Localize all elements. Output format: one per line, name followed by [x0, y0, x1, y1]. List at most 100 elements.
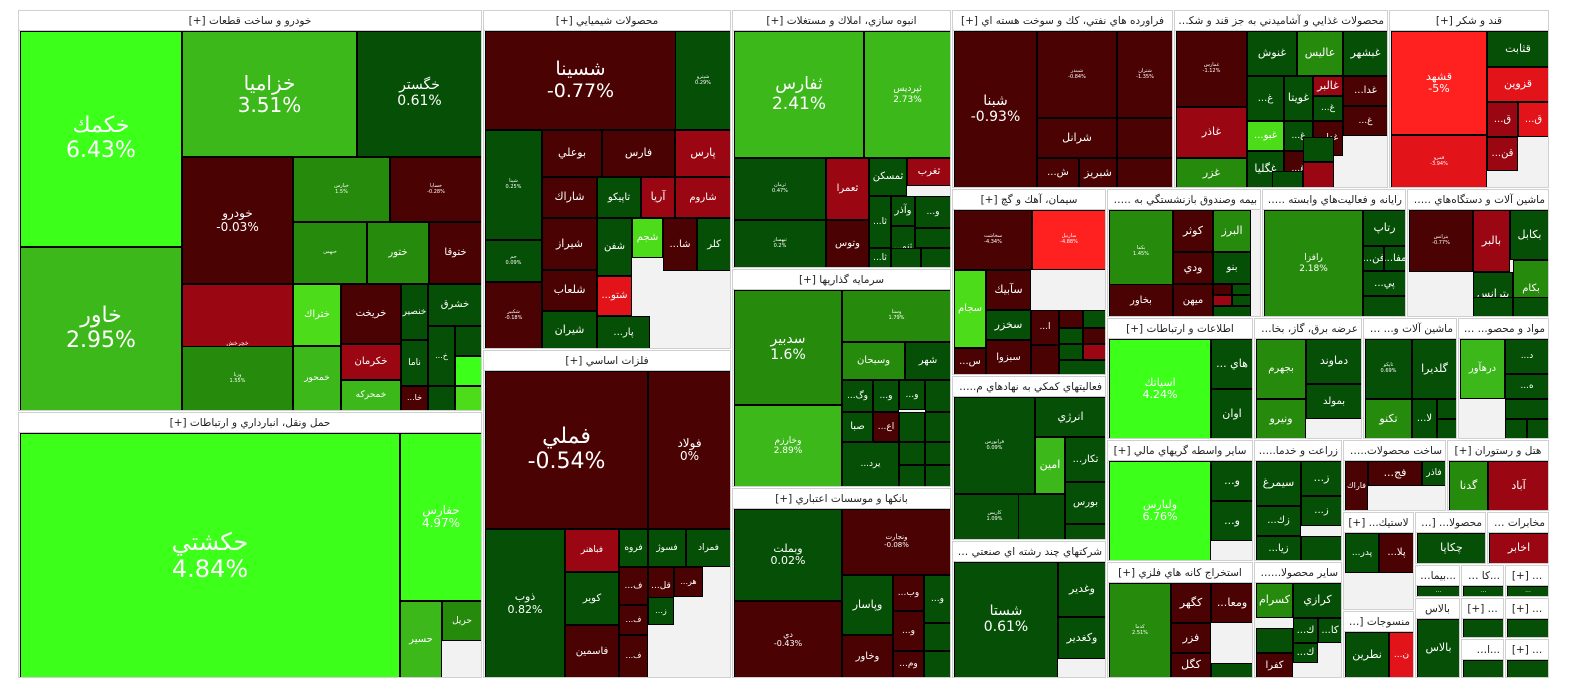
stock-tile[interactable]: بجهرم: [1256, 339, 1306, 399]
stock-tile-small[interactable]: [891, 248, 921, 267]
stock-tile[interactable]: اخابر: [1489, 533, 1548, 563]
stock-tile[interactable]: ...وب: [893, 575, 924, 611]
stock-tile[interactable]: شتران -1.35%: [1117, 31, 1172, 118]
stock-tile[interactable]: كسرام: [1256, 583, 1293, 618]
stock-tile-small[interactable]: [1303, 137, 1334, 162]
stock-tile[interactable]: بالبر: [1473, 210, 1510, 272]
stock-tile[interactable]: ختور: [367, 222, 429, 284]
stock-tile-small[interactable]: [1213, 306, 1251, 316]
stock-tile[interactable]: ونجارت -0.08%: [842, 509, 950, 575]
stock-tile-small[interactable]: [1505, 399, 1548, 419]
stock-tile[interactable]: خشرق: [428, 284, 481, 326]
stock-tile[interactable]: امين: [1035, 437, 1065, 494]
stock-tile[interactable]: ...وگ: [842, 380, 873, 412]
stock-tile[interactable]: ...: [1507, 586, 1548, 596]
stock-tile[interactable]: ميهن: [1173, 284, 1213, 316]
stock-tile-small[interactable]: [925, 412, 950, 442]
stock-tile[interactable]: ...غبو: [1247, 121, 1284, 151]
stock-tile[interactable]: ...شتو: [597, 276, 632, 316]
stock-tile[interactable]: ...و: [1211, 501, 1252, 541]
sector-title[interactable]: ساير واسطه گريهاي مالي [+]: [1108, 441, 1252, 461]
stock-tile-small[interactable]: [1117, 118, 1172, 158]
stock-tile[interactable]: وكغدير: [1058, 617, 1105, 659]
stock-tile[interactable]: ...پلا: [1379, 533, 1413, 573]
stock-tile[interactable]: رتاپ: [1363, 210, 1405, 246]
stock-tile[interactable]: سآبيك: [986, 270, 1031, 310]
stock-tile[interactable]: ...: [1417, 586, 1459, 596]
stock-tile[interactable]: غالبر: [1313, 76, 1343, 96]
stock-tile-small[interactable]: [899, 442, 925, 465]
stock-tile[interactable]: فرابورس 0.09%: [954, 397, 1035, 494]
sector-title[interactable]: ... [+]: [1462, 599, 1503, 619]
stock-tile[interactable]: خنصير: [401, 284, 428, 340]
stock-tile[interactable]: ...تكار: [1065, 437, 1105, 482]
stock-tile-small[interactable]: [1117, 158, 1172, 187]
stock-tile[interactable]: كگهر: [1171, 583, 1211, 623]
stock-tile[interactable]: غمارس -1.12%: [1176, 31, 1247, 107]
stock-tile[interactable]: ...هر: [674, 567, 703, 597]
stock-tile[interactable]: سخاشت -4.34%: [954, 210, 1032, 270]
stock-tile[interactable]: حسير: [400, 601, 442, 677]
stock-tile-small[interactable]: [925, 380, 950, 412]
stock-tile[interactable]: ...ثا: [869, 248, 891, 267]
stock-tile[interactable]: خكمك 6.43%: [20, 31, 182, 247]
sector-title[interactable]: اطلاعات و ارتباطات [+]: [1108, 319, 1252, 339]
stock-tile[interactable]: كوثر: [1173, 210, 1213, 252]
stock-tile[interactable]: ...غ: [1313, 96, 1343, 121]
stock-tile[interactable]: بترانس -0.77%: [1409, 210, 1473, 272]
stock-tile[interactable]: ...ك: [1293, 618, 1318, 643]
stock-tile[interactable]: بوعلي: [542, 130, 602, 177]
stock-tile[interactable]: ثعمرا: [826, 158, 869, 220]
stock-tile-small[interactable]: [1363, 296, 1405, 316]
stock-tile[interactable]: ...: [1463, 586, 1503, 596]
stock-tile[interactable]: حفارس 4.97%: [400, 433, 481, 601]
stock-tile[interactable]: ...غ: [1343, 106, 1387, 136]
sector-title[interactable]: هتل و رستوران [+]: [1448, 441, 1548, 461]
stock-tile-small[interactable]: [1059, 310, 1083, 328]
sector-title[interactable]: ساخت محصولات... [+]: [1344, 441, 1445, 461]
stock-tile[interactable]: تاپيكو: [597, 177, 641, 218]
stock-tile[interactable]: ...س: [954, 348, 986, 374]
sector-title[interactable]: حمل ونقل، انبارداري و ارتباطات [+]: [19, 413, 481, 433]
stock-tile-small[interactable]: [1256, 628, 1293, 653]
stock-tile[interactable]: [1463, 660, 1503, 677]
stock-tile[interactable]: فروه: [619, 529, 648, 567]
stock-tile[interactable]: اسياتك 4.24%: [1109, 339, 1211, 438]
stock-tile[interactable]: كوير: [565, 572, 619, 625]
stock-tile[interactable]: شاراك: [542, 177, 597, 218]
stock-tile[interactable]: وسنا 1.79%: [842, 290, 950, 342]
stock-tile[interactable]: ...ق: [1518, 102, 1548, 137]
stock-tile[interactable]: وآذر: [891, 196, 915, 226]
stock-tile[interactable]: قمرو -3.94%: [1391, 135, 1487, 187]
stock-tile[interactable]: صبا: [842, 412, 873, 442]
stock-tile-small[interactable]: [455, 326, 481, 356]
sector-title[interactable]: ماشين آلات و... [+]: [1364, 319, 1456, 339]
stock-tile[interactable]: ثمسكن: [869, 158, 907, 196]
stock-tile[interactable]: فسوژ: [648, 529, 686, 567]
stock-tile[interactable]: ...و: [899, 380, 925, 410]
stock-tile[interactable]: سخزر: [986, 310, 1031, 340]
stock-tile[interactable]: خمحور: [293, 346, 341, 410]
stock-tile-small[interactable]: [1513, 297, 1548, 316]
stock-tile[interactable]: ...لا: [1412, 399, 1437, 438]
stock-tile-small[interactable]: [924, 651, 950, 677]
stock-tile[interactable]: ختراك: [293, 284, 341, 346]
stock-tile[interactable]: ولبارس 6.76%: [1109, 461, 1211, 560]
stock-tile[interactable]: شبندر -0.84%: [1037, 31, 1117, 118]
stock-tile-small[interactable]: [1301, 536, 1341, 560]
stock-tile-small[interactable]: [455, 356, 481, 386]
stock-tile[interactable]: آريا: [641, 177, 675, 218]
stock-tile[interactable]: فملي -0.54%: [485, 371, 648, 529]
stock-tile[interactable]: خریخت: [341, 284, 401, 344]
stock-tile-small[interactable]: [1527, 419, 1548, 438]
stock-tile[interactable]: حكشتي 4.84%: [20, 433, 400, 677]
stock-tile[interactable]: ...قن: [1487, 137, 1518, 171]
stock-tile[interactable]: وتوس: [826, 220, 869, 267]
stock-tile[interactable]: ...غدا: [1343, 76, 1387, 106]
stock-tile[interactable]: ...زيا: [1256, 536, 1301, 560]
stock-tile-small[interactable]: [1232, 284, 1251, 295]
stock-tile[interactable]: شپترو 0.29%: [675, 31, 730, 130]
sector-title[interactable]: محصولات شيميايي [+]: [484, 11, 730, 31]
sector-title[interactable]: فراورده هاي نفتي، كك و سوخت هسته اي [+]: [953, 11, 1172, 31]
stock-tile[interactable]: غويتا: [1284, 76, 1313, 121]
